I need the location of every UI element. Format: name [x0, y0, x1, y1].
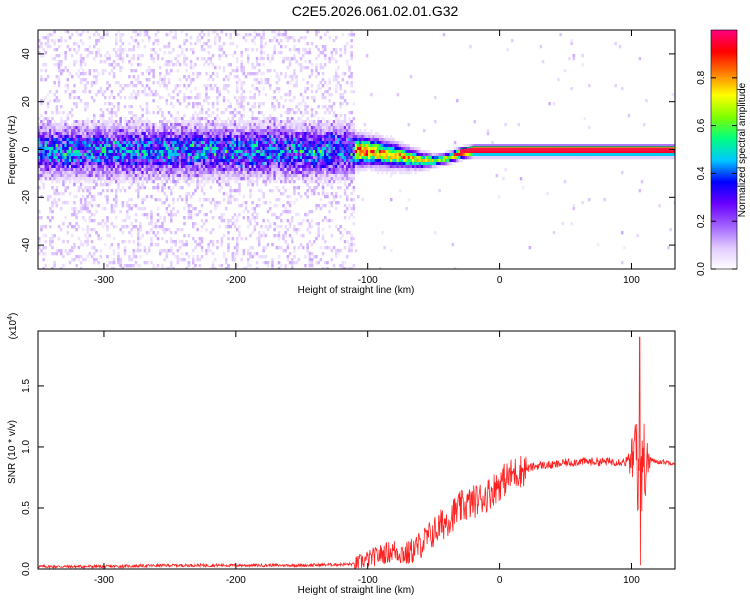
spectrogram-frame	[37, 29, 676, 270]
colorbar-tick-label: 0.6	[696, 118, 707, 132]
spectrogram-xtick-label: -200	[226, 275, 246, 286]
spectrogram-xtick-label: 0	[497, 275, 503, 286]
colorbar-label: Normalized spectral amplitude	[737, 82, 748, 217]
snr-scale-open: (x10	[8, 319, 19, 339]
snr-xtick-label: -300	[94, 575, 114, 586]
snr-scale-exponent: 4	[7, 316, 14, 320]
figure-title: C2E5.2026.061.02.01.G32	[292, 3, 459, 19]
colorbar-ticks: 0.0 0.2 0.4 0.6 0.8	[696, 70, 737, 276]
colorbar-gradient	[711, 30, 737, 269]
spectrogram-cells	[38, 30, 675, 269]
snr-ytick-label: 0.0	[21, 562, 32, 576]
snr-frame	[37, 330, 676, 570]
snr-series	[38, 336, 675, 569]
colorbar-tick-label: 0.0	[696, 262, 707, 276]
snr-scale-close: )	[8, 313, 19, 316]
spectrogram-ytick-label: -20	[21, 190, 32, 205]
snr-xtick-label: -100	[358, 575, 378, 586]
spectrogram-ytick-label: 20	[21, 96, 32, 108]
snr-panel: -300 -200 -100 0 100 0.0 0.5 1.0 1.5 Height of s…	[7, 313, 676, 596]
snr-xtick-label: 0	[497, 575, 503, 586]
spectrogram-ridge	[459, 147, 674, 154]
snr-xtick-label: -200	[226, 575, 246, 586]
snr-plot-area	[38, 331, 675, 569]
snr-xlabel: Height of straight line (km)	[298, 585, 415, 596]
spectrogram-ytick-label: -40	[21, 237, 32, 252]
spectrogram-xtick-label: -100	[358, 275, 378, 286]
colorbar-frame	[710, 29, 738, 270]
colorbar-tick-label: 0.2	[696, 214, 707, 228]
spectrogram-xlabel: Height of straight line (km)	[298, 285, 415, 296]
snr-ytick-label: 1.0	[21, 440, 32, 454]
colorbar-tick-label: 0.8	[696, 70, 707, 84]
snr-line	[38, 336, 675, 569]
spectrogram-xtick-label: -300	[94, 275, 114, 286]
spectrogram-xtick-label: 100	[623, 275, 640, 286]
spectrogram-ridge-edge	[459, 146, 674, 150]
spectrogram-ytick-label: 40	[21, 48, 32, 60]
spectrogram-ytick-label: 0	[21, 146, 32, 152]
snr-ytick-label: 0.5	[21, 501, 32, 515]
snr-ticks: -300 -200 -100 0 100 0.0 0.5 1.0 1.5	[21, 331, 675, 586]
colorbar: 0.0 0.2 0.4 0.6 0.8 Normalized spectral ampl…	[696, 29, 748, 276]
spectrogram-ylabel: Frequency (Hz)	[7, 116, 18, 185]
colorbar-tick-label: 0.4	[696, 166, 707, 180]
snr-ylabel: SNR (10 * v/v)	[7, 420, 18, 484]
snr-scale-label: (x104)	[7, 313, 19, 340]
snr-ytick-label: 1.5	[21, 379, 32, 393]
snr-xtick-label: 100	[623, 575, 640, 586]
